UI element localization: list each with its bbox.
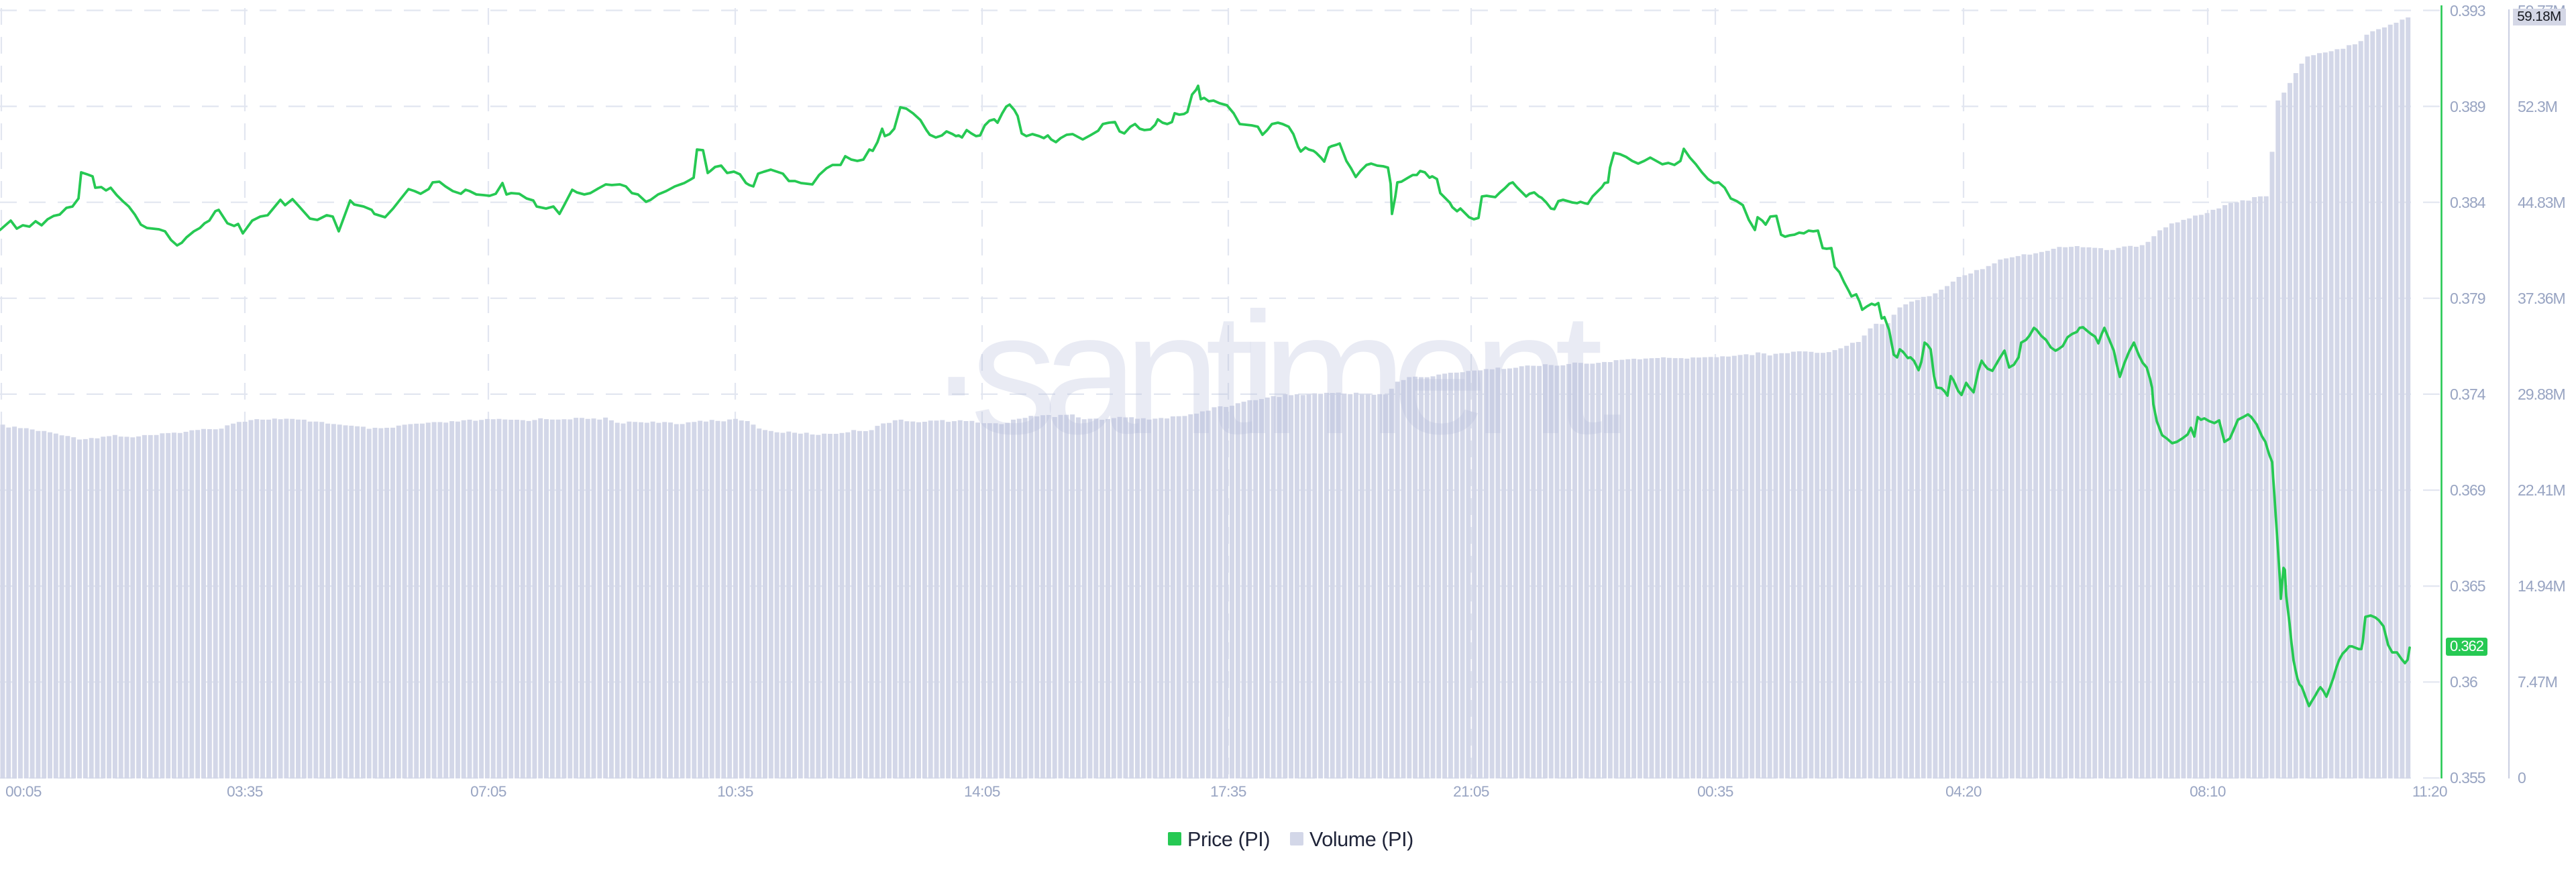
svg-text:7.47M: 7.47M	[2518, 673, 2557, 691]
svg-text:29.88M: 29.88M	[2518, 386, 2565, 403]
svg-text:10:35: 10:35	[717, 783, 753, 800]
svg-text:44.83M: 44.83M	[2518, 194, 2565, 211]
svg-text:0.389: 0.389	[2450, 98, 2485, 115]
svg-text:0.365: 0.365	[2450, 577, 2485, 595]
svg-text:Volume (PI): Volume (PI)	[1309, 828, 1413, 851]
svg-text:0.362: 0.362	[2450, 638, 2484, 654]
svg-text:59.18M: 59.18M	[2517, 9, 2561, 24]
svg-text:0.36: 0.36	[2450, 673, 2477, 691]
svg-text:00:05: 00:05	[5, 783, 42, 800]
svg-text:00:35: 00:35	[1697, 783, 1733, 800]
svg-text:0.379: 0.379	[2450, 290, 2485, 307]
svg-text:21:05: 21:05	[1453, 783, 1489, 800]
svg-text:0.369: 0.369	[2450, 481, 2485, 499]
svg-text:·santiment.: ·santiment.	[928, 276, 1621, 470]
svg-text:22.41M: 22.41M	[2518, 481, 2565, 499]
svg-text:07:05: 07:05	[470, 783, 506, 800]
svg-text:52.3M: 52.3M	[2518, 98, 2557, 115]
svg-text:0.355: 0.355	[2450, 769, 2485, 786]
svg-text:0.393: 0.393	[2450, 2, 2485, 19]
svg-text:0.384: 0.384	[2450, 194, 2486, 211]
svg-text:0.374: 0.374	[2450, 386, 2486, 403]
svg-text:14:05: 14:05	[964, 783, 1000, 800]
svg-text:0: 0	[2518, 769, 2526, 786]
svg-text:03:35: 03:35	[227, 783, 263, 800]
svg-text:04:20: 04:20	[1945, 783, 1982, 800]
svg-text:Price (PI): Price (PI)	[1187, 828, 1270, 851]
svg-text:11:20: 11:20	[2412, 783, 2447, 800]
svg-text:37.36M: 37.36M	[2518, 290, 2565, 307]
svg-text:14.94M: 14.94M	[2518, 577, 2565, 595]
svg-text:17:35: 17:35	[1210, 783, 1246, 800]
svg-text:08:10: 08:10	[2190, 783, 2226, 800]
